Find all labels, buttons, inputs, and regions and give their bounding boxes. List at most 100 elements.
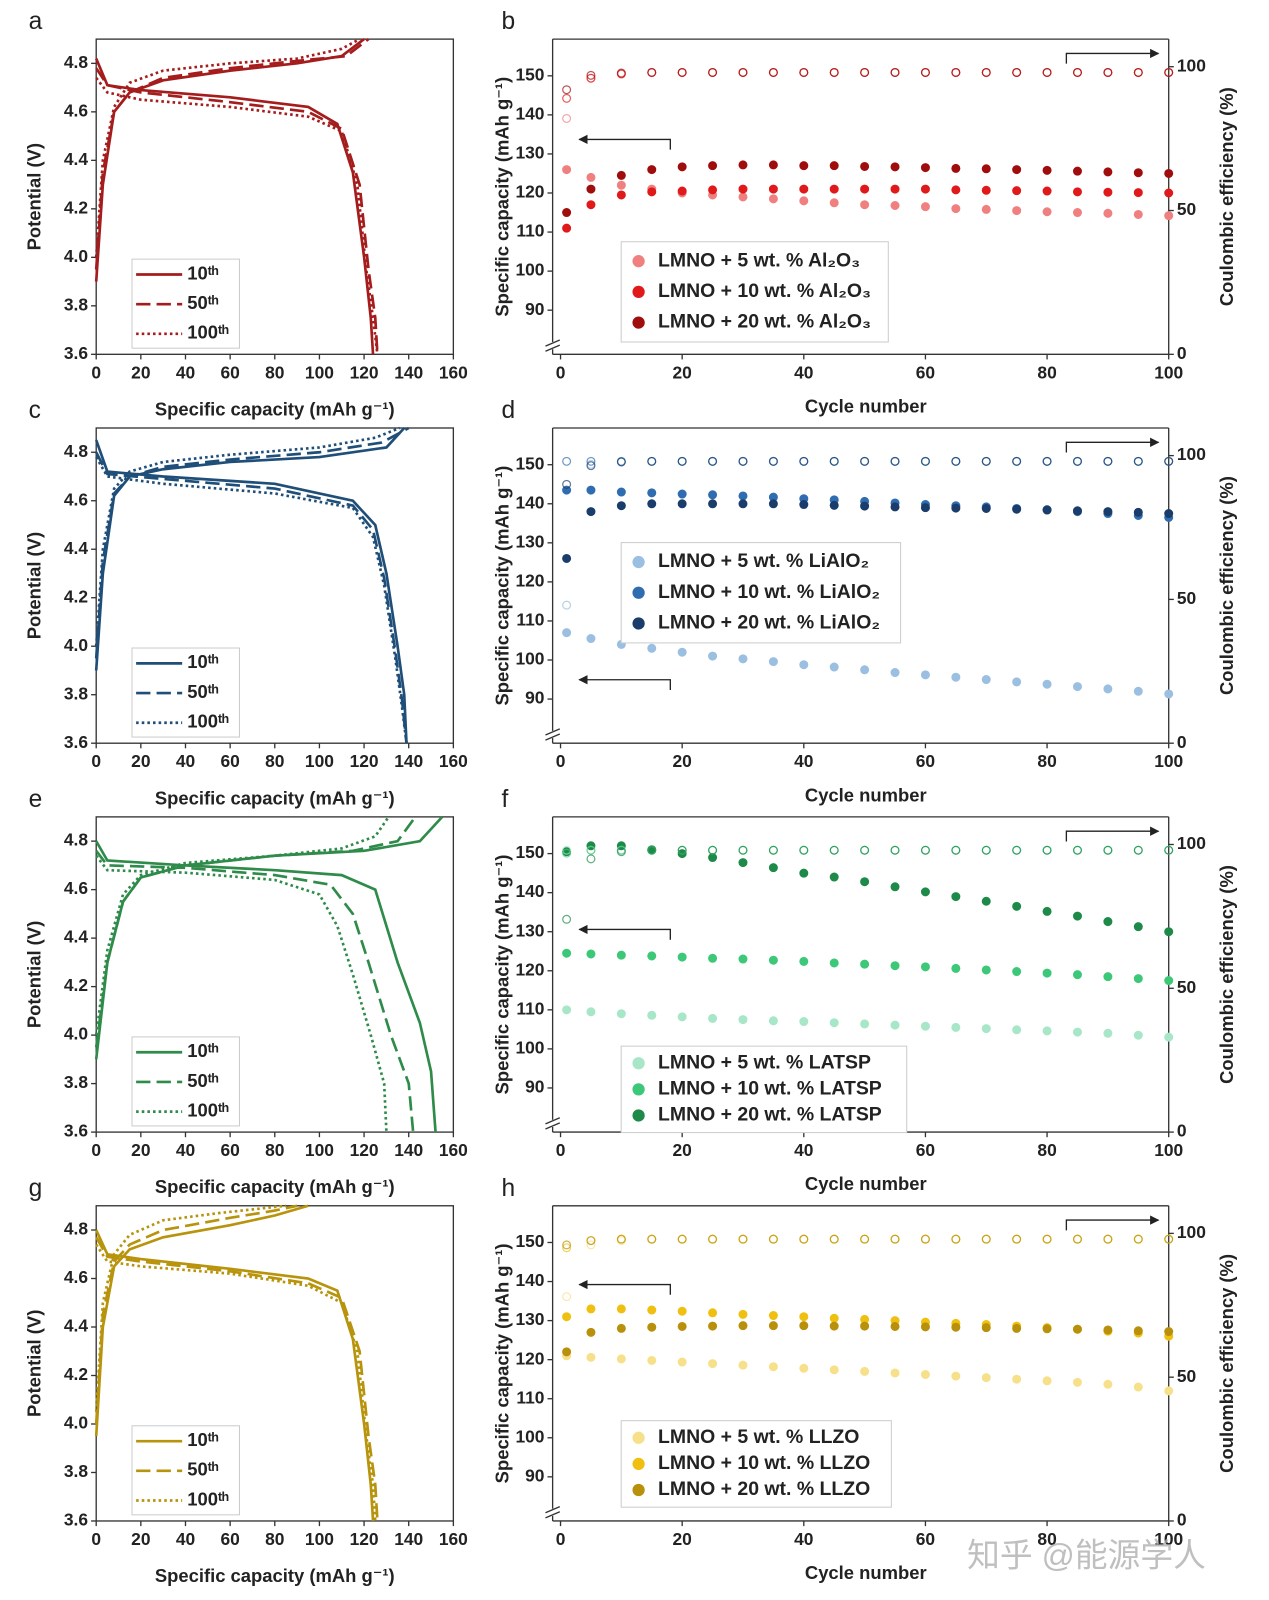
efficiency-point <box>616 68 626 78</box>
x-tick-label: 40 <box>176 362 195 382</box>
efficiency-point <box>1164 456 1174 466</box>
watermark: 知乎 @能源学人 <box>967 1536 1206 1573</box>
capacity-point <box>768 955 778 965</box>
capacity-point <box>890 961 900 971</box>
y-tick-label: 140 <box>515 881 544 901</box>
capacity-point <box>562 165 572 175</box>
efficiency-point <box>920 845 930 855</box>
panel-label: g <box>29 1175 43 1202</box>
x-axis-label: Specific capacity (mAh g⁻¹) <box>155 1176 395 1197</box>
legend-box <box>620 1420 892 1508</box>
capacity-point <box>586 1327 596 1337</box>
efficiency-point <box>1072 1234 1082 1244</box>
capacity-point <box>799 956 809 966</box>
x-tick-label: 40 <box>794 362 813 382</box>
capacity-point <box>860 1019 870 1029</box>
efficiency-point <box>586 1240 596 1250</box>
capacity-point <box>1164 927 1174 937</box>
x-tick-label: 120 <box>350 1529 379 1549</box>
capacity-point <box>708 490 718 500</box>
capacity-point <box>708 1013 718 1023</box>
legend-marker <box>632 586 645 599</box>
capacity-point <box>1103 507 1113 517</box>
capacity-point <box>1042 505 1052 515</box>
capacity-point <box>647 1355 657 1365</box>
capacity-point <box>768 194 778 204</box>
x-tick-label: 120 <box>350 362 379 382</box>
legend-label: 100ᵗʰ <box>187 711 229 732</box>
legend-label: LMNO + 5 wt. % LATSP <box>658 1051 871 1073</box>
x-tick-label: 80 <box>1037 362 1056 382</box>
x-tick-label: 160 <box>439 1140 468 1160</box>
axis-break <box>545 1511 561 1519</box>
legend-label: LMNO + 10 wt. % LLZO <box>658 1452 870 1474</box>
capacity-point <box>616 180 626 190</box>
efficiency-point <box>586 854 596 864</box>
capacity-point <box>708 185 718 195</box>
x-tick-label: 100 <box>1154 362 1183 382</box>
y2-tick-label: 50 <box>1177 588 1196 608</box>
x-tick-label: 60 <box>916 1529 935 1549</box>
y2-axis-label: Coulombic efficiency (%) <box>1216 87 1237 306</box>
y-tick-label: 90 <box>525 1077 544 1097</box>
capacity-point <box>860 184 870 194</box>
efficiency-point <box>829 845 839 855</box>
y-tick-label: 110 <box>516 998 544 1018</box>
efficiency-point <box>829 1234 839 1244</box>
efficiency-point <box>768 456 778 466</box>
x-tick-label: 100 <box>305 751 334 771</box>
efficiency-point <box>1042 845 1052 855</box>
y-tick-label: 140 <box>515 492 544 512</box>
capacity-point <box>1103 972 1113 982</box>
y2-tick-label: 100 <box>1177 55 1206 75</box>
capacity-point <box>1012 967 1022 977</box>
capacity-point <box>829 1018 839 1028</box>
capacity-point <box>647 1322 657 1332</box>
capacity-point <box>920 503 930 513</box>
capacity-point <box>890 882 900 892</box>
y2-tick-label: 100 <box>1177 444 1206 464</box>
x-tick-label: 60 <box>220 362 239 382</box>
x-tick-label: 20 <box>673 751 692 771</box>
y-tick-label: 3.8 <box>64 294 88 314</box>
efficiency-point <box>1012 456 1022 466</box>
x-tick-label: 20 <box>131 362 150 382</box>
capacity-point <box>708 1308 718 1318</box>
capacity-point <box>829 1321 839 1331</box>
capacity-point <box>860 959 870 969</box>
panel-label: e <box>29 786 43 813</box>
y-tick-label: 90 <box>525 299 544 319</box>
y-tick-label: 3.8 <box>64 1461 88 1481</box>
x-tick-label: 60 <box>916 751 935 771</box>
capacity-point <box>799 500 809 510</box>
capacity-point <box>981 503 991 513</box>
capacity-point <box>981 965 991 975</box>
y-tick-label: 4.2 <box>64 975 88 995</box>
axis-break <box>545 344 561 352</box>
axis-break-gap <box>544 342 561 350</box>
capacity-point <box>1103 208 1113 218</box>
y-tick-label: 120 <box>515 570 544 590</box>
efficiency-point <box>562 848 572 858</box>
capacity-point <box>1164 168 1174 178</box>
x-tick-label: 100 <box>1154 1529 1183 1549</box>
axis-break <box>545 1506 561 1514</box>
capacity-point <box>981 896 991 906</box>
panel-label: b <box>501 8 515 35</box>
capacity-point <box>1012 165 1022 175</box>
efficiency-point <box>890 1234 900 1244</box>
capacity-point <box>562 223 572 233</box>
efficiency-point <box>562 600 572 610</box>
efficiency-point <box>1072 67 1082 77</box>
y-tick-label: 4.4 <box>64 538 88 558</box>
voltage-curve <box>94 1204 375 1522</box>
legend-label: 10ᵗʰ <box>187 262 218 283</box>
legend-marker <box>632 316 645 329</box>
legend-label: 50ᵗʰ <box>187 1459 218 1480</box>
panel-label: h <box>501 1175 515 1202</box>
y-tick-label: 100 <box>515 260 544 280</box>
legend: 10ᵗʰ 50ᵗʰ 100ᵗʰ <box>131 1036 240 1127</box>
capacity-point <box>1042 679 1052 689</box>
efficiency-point <box>708 456 718 466</box>
capacity-point <box>708 1359 718 1369</box>
